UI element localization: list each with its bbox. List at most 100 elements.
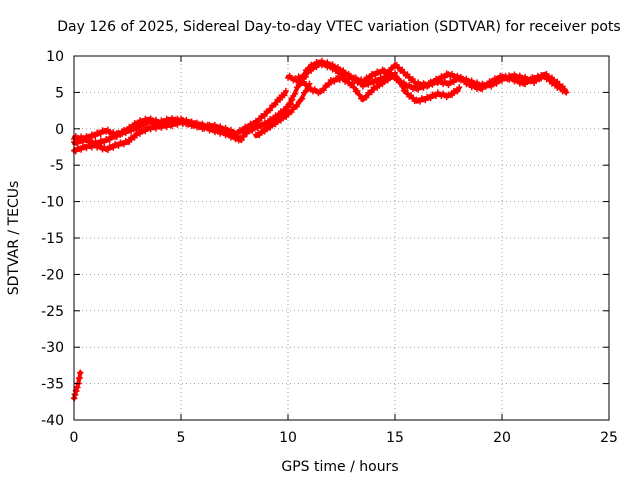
y-tick-label: 10 xyxy=(46,49,64,65)
y-tick-label: -20 xyxy=(41,267,64,283)
data-point xyxy=(142,128,149,135)
data-point xyxy=(297,76,304,83)
data-point xyxy=(243,130,250,137)
data-point xyxy=(350,84,357,91)
data-point xyxy=(416,98,423,105)
data-point xyxy=(556,81,563,88)
x-tick-label: 0 xyxy=(70,430,79,446)
data-point xyxy=(156,120,163,127)
data-point xyxy=(454,88,461,95)
data-point xyxy=(135,120,142,127)
data-point xyxy=(368,89,375,96)
data-point xyxy=(399,83,406,90)
data-point xyxy=(488,83,495,90)
data-point xyxy=(522,81,529,88)
data-point xyxy=(249,127,256,134)
data-point xyxy=(406,74,413,81)
data-point xyxy=(302,82,309,89)
data-point xyxy=(456,84,463,91)
data-point xyxy=(427,95,434,102)
data-point xyxy=(359,83,366,90)
data-point xyxy=(124,128,131,135)
data-point xyxy=(399,66,406,73)
data-point xyxy=(169,123,176,130)
data-point xyxy=(424,83,431,90)
y-tick-label: -40 xyxy=(41,413,64,429)
data-point xyxy=(449,92,456,99)
data-point xyxy=(301,72,308,79)
data-point xyxy=(293,103,300,110)
data-point xyxy=(295,73,302,80)
y-tick-label: -15 xyxy=(41,231,64,247)
data-point xyxy=(115,142,122,149)
y-tick-label: -10 xyxy=(41,195,64,211)
data-point xyxy=(536,76,543,83)
data-point xyxy=(499,77,505,84)
series-pots-track-f xyxy=(285,57,570,96)
data-point xyxy=(254,125,261,132)
data-point xyxy=(88,144,95,151)
data-point xyxy=(104,146,111,153)
data-point xyxy=(301,78,308,85)
data-point xyxy=(281,92,288,99)
data-point xyxy=(299,95,306,102)
data-point xyxy=(356,91,363,98)
data-point xyxy=(450,79,457,86)
data-point xyxy=(113,133,120,140)
data-point xyxy=(97,130,104,137)
data-point xyxy=(87,134,94,141)
data-point xyxy=(147,126,154,133)
x-axis-label: GPS time / hours xyxy=(281,459,398,475)
x-tick-label: 15 xyxy=(386,430,404,446)
data-point xyxy=(563,89,570,96)
data-point xyxy=(395,64,402,71)
y-tick-label: -35 xyxy=(41,377,64,393)
data-point xyxy=(131,134,138,141)
data-point xyxy=(256,132,263,139)
y-tick-label: 0 xyxy=(55,122,64,138)
data-point xyxy=(336,76,343,83)
data-point xyxy=(267,107,274,114)
data-point xyxy=(106,137,113,144)
data-point xyxy=(129,124,136,131)
data-point xyxy=(199,125,206,132)
data-point xyxy=(393,61,400,68)
y-tick-label: -25 xyxy=(41,304,64,320)
data-point xyxy=(531,79,538,86)
data-point xyxy=(281,109,288,116)
data-point xyxy=(363,94,370,101)
x-tick-label: 25 xyxy=(600,430,618,446)
data-point xyxy=(283,113,290,120)
data-point xyxy=(261,112,268,119)
data-point xyxy=(288,109,295,116)
series-pots-track-g xyxy=(295,69,463,105)
x-tick-label: 10 xyxy=(279,430,297,446)
series-pots-track-c xyxy=(71,115,238,143)
data-point xyxy=(326,81,333,88)
x-tick-label: 20 xyxy=(493,430,511,446)
data-point xyxy=(397,78,404,85)
data-point xyxy=(272,101,279,108)
data-point xyxy=(83,145,90,152)
data-point xyxy=(374,84,381,91)
data-point xyxy=(286,101,293,108)
data-point xyxy=(92,133,99,140)
data-point xyxy=(267,124,274,131)
data-point xyxy=(81,136,88,143)
data-point xyxy=(384,77,391,84)
data-point xyxy=(504,75,511,82)
data-point xyxy=(292,90,299,97)
data-point xyxy=(78,146,85,153)
data-layer xyxy=(71,57,570,402)
tick-layer: 0 5 10 15 20 25 10 5 0 -5 -10 -15 -20 -25 -30 -35 -40 xyxy=(41,49,618,446)
data-point xyxy=(119,130,126,137)
data-point xyxy=(415,86,422,93)
y-tick-label: 5 xyxy=(55,85,64,101)
data-point xyxy=(493,80,500,87)
data-point xyxy=(561,86,568,93)
data-point xyxy=(331,78,338,85)
y-tick-label: -5 xyxy=(50,158,64,174)
data-point xyxy=(158,124,165,131)
data-point xyxy=(282,87,289,94)
data-point xyxy=(120,141,127,148)
